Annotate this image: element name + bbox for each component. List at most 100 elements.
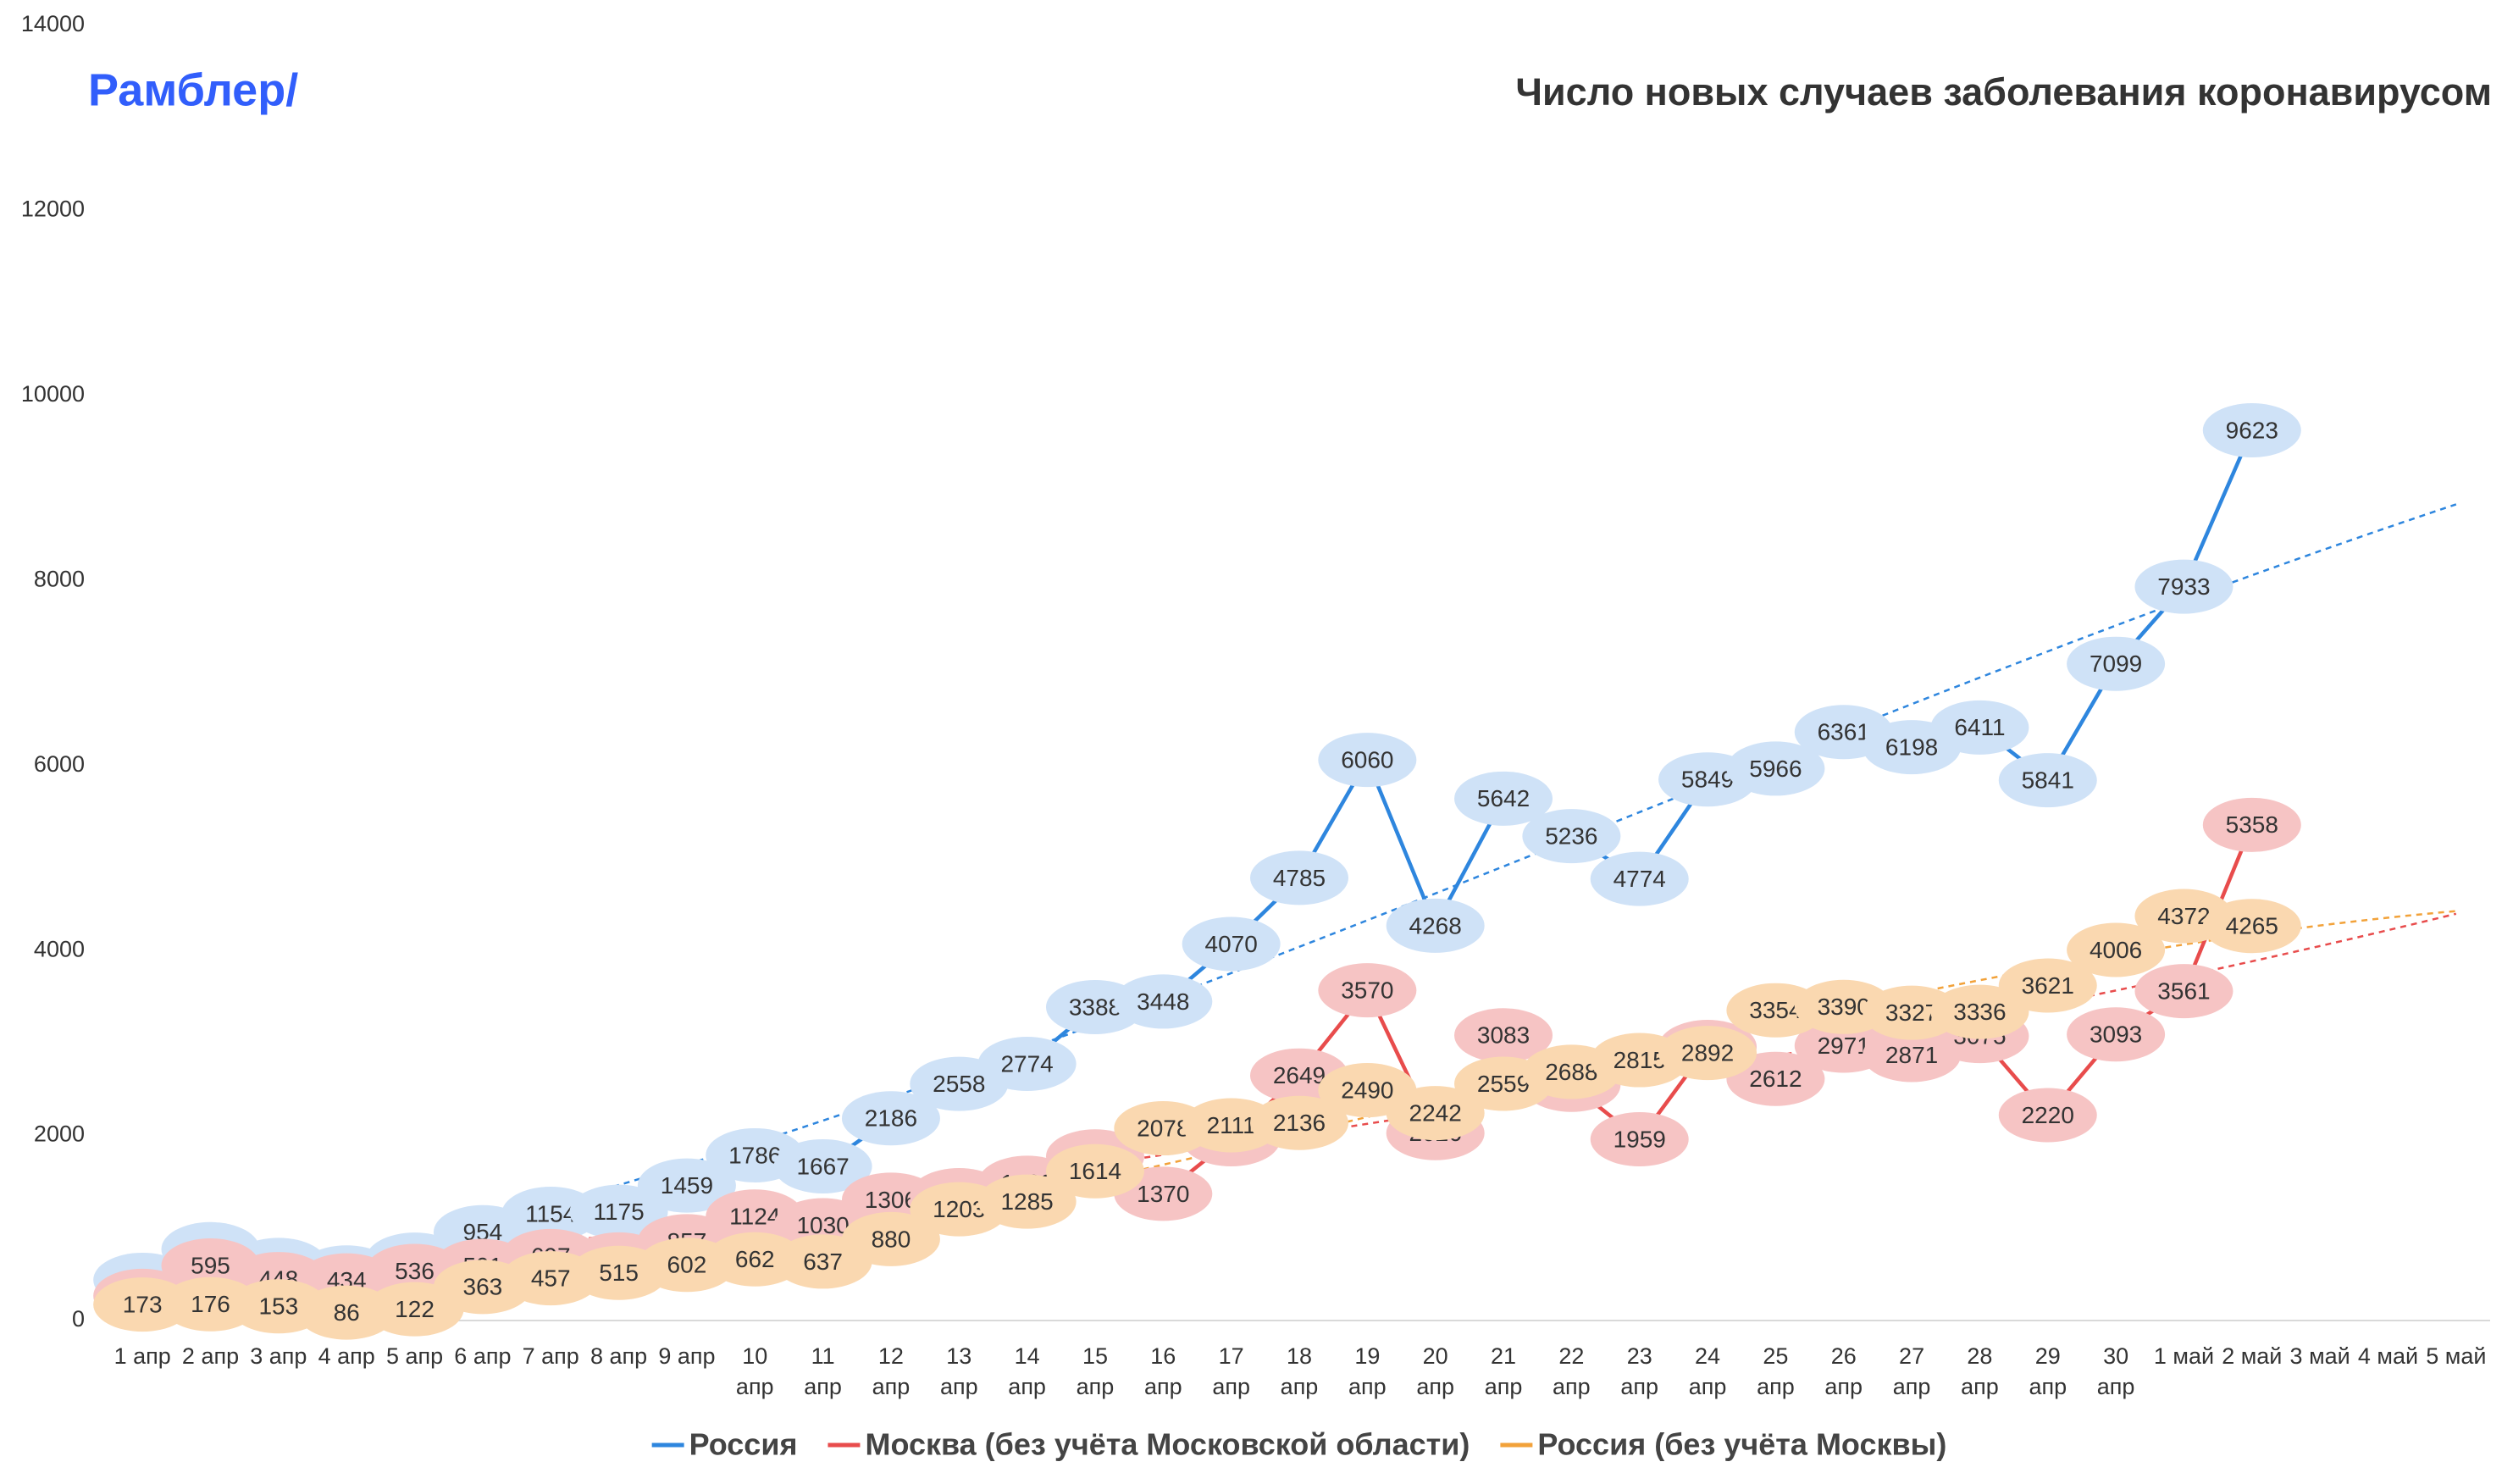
data-label: 3336	[1953, 999, 2006, 1025]
data-label-bubble	[637, 1158, 736, 1213]
x-tick-label: 29 апр	[2029, 1343, 2067, 1399]
data-label: 602	[667, 1252, 707, 1278]
data-label: 363	[463, 1274, 503, 1300]
x-tick-label: 8 апр	[590, 1343, 647, 1369]
data-label: 5358	[2226, 811, 2278, 838]
data-label: 173	[123, 1291, 163, 1317]
data-label-bubble	[1045, 1143, 1144, 1199]
data-label: 2815	[1614, 1047, 1666, 1073]
data-label: 515	[599, 1260, 639, 1286]
chart-title: Число новых случаев заболевания коронави…	[1515, 70, 2492, 114]
x-tick-label: 9 апр	[658, 1343, 715, 1369]
y-tick-label: 6000	[34, 751, 85, 777]
y-tick-label: 14000	[21, 11, 85, 36]
y-tick-label: 4000	[34, 936, 85, 961]
data-label: 4785	[1273, 865, 1326, 891]
data-label: 5966	[1749, 756, 1802, 782]
legend: Россия Москва (без учёта Московской облас…	[651, 1427, 1946, 1462]
data-label-bubble	[1318, 963, 1417, 1018]
x-tick-label: 5 май	[2426, 1343, 2486, 1369]
x-tick-label: 25 апр	[1757, 1343, 1795, 1399]
data-label: 4265	[2226, 913, 2278, 939]
data-label: 2892	[1681, 1040, 1734, 1066]
data-label: 2774	[1000, 1050, 1053, 1077]
data-label-bubble	[2134, 964, 2233, 1019]
data-label: 7099	[2090, 651, 2142, 677]
x-tick-label: 22 апр	[1553, 1343, 1591, 1399]
data-label: 1124	[729, 1204, 780, 1230]
data-label: 5642	[1477, 785, 1530, 811]
data-label-bubble	[1998, 753, 2097, 808]
x-tick-label: 5 апр	[386, 1343, 443, 1369]
x-tick-label: 4 май	[2358, 1343, 2418, 1369]
data-label: 637	[803, 1249, 843, 1275]
data-label: 3621	[2022, 972, 2074, 999]
data-label: 2490	[1341, 1077, 1393, 1103]
data-label: 153	[258, 1293, 298, 1320]
data-label: 2078	[1137, 1115, 1189, 1141]
data-label: 2871	[1885, 1042, 1938, 1068]
x-tick-label: 3 апр	[250, 1343, 307, 1369]
data-label: 1306	[865, 1187, 917, 1213]
data-label: 3354	[1749, 997, 1802, 1023]
x-tick-label: 28 апр	[1961, 1343, 1999, 1399]
data-label-bubble	[1998, 1088, 2097, 1143]
legend-label: Россия (без учёта Москвы)	[1537, 1427, 1946, 1462]
y-tick-label: 10000	[21, 381, 85, 407]
x-tick-label: 12 апр	[872, 1343, 911, 1399]
x-tick-label: 2 май	[2222, 1343, 2282, 1369]
x-tick-label: 23 апр	[1620, 1343, 1658, 1399]
data-label-bubble	[841, 1211, 940, 1266]
data-label: 2111	[1207, 1112, 1256, 1138]
data-label-bubble	[1863, 985, 1962, 1040]
data-label: 1614	[1069, 1158, 1121, 1184]
data-label: 4070	[1205, 931, 1258, 957]
data-label: 457	[531, 1265, 571, 1291]
data-label: 536	[395, 1258, 435, 1284]
x-tick-label: 6 апр	[454, 1343, 511, 1369]
data-label-bubble	[2067, 636, 2166, 691]
data-label: 595	[191, 1252, 230, 1278]
data-label: 1370	[1137, 1181, 1189, 1207]
brand-logo: Рамблер/	[88, 64, 298, 115]
data-label: 9623	[2226, 417, 2278, 443]
data-label: 86	[334, 1299, 360, 1326]
data-label: 1459	[661, 1172, 713, 1199]
x-tick-label: 20 апр	[1416, 1343, 1454, 1399]
data-label: 1175	[593, 1199, 644, 1225]
data-label-bubble	[1590, 851, 1689, 906]
x-tick-label: 24 апр	[1689, 1343, 1727, 1399]
data-label: 2136	[1273, 1110, 1326, 1136]
data-label-bubble	[841, 1091, 940, 1146]
data-label-bubble	[1998, 958, 2097, 1013]
data-label: 1285	[1000, 1188, 1053, 1215]
data-label-bubble	[1318, 733, 1417, 788]
data-label: 4372	[2157, 903, 2210, 929]
data-label: 3390	[1818, 994, 1870, 1020]
data-label: 5841	[2022, 767, 2074, 793]
x-tick-label: 2 апр	[182, 1343, 239, 1369]
data-label-bubble	[1930, 984, 2029, 1039]
y-tick-label: 2000	[34, 1121, 85, 1147]
x-tick-label: 14 апр	[1008, 1343, 1046, 1399]
data-label-bubble	[1250, 1095, 1348, 1150]
x-tick-label: 1 май	[2154, 1343, 2214, 1369]
data-label: 2649	[1273, 1062, 1326, 1088]
data-label: 2186	[865, 1105, 917, 1132]
x-tick-label: 17 апр	[1212, 1343, 1250, 1399]
legend-label: Москва (без учёта Московской области)	[865, 1427, 1470, 1462]
data-label: 5849	[1681, 767, 1734, 793]
data-label-bubble	[569, 1184, 668, 1239]
data-label: 1667	[796, 1153, 849, 1179]
x-tick-label: 11 апр	[804, 1343, 842, 1399]
trendline	[141, 503, 2457, 1301]
data-label-bubble	[977, 1174, 1077, 1229]
x-tick-label: 21 апр	[1485, 1343, 1523, 1399]
data-label: 662	[735, 1246, 775, 1272]
data-label: 4268	[1409, 912, 1462, 939]
data-label: 6361	[1818, 719, 1870, 745]
data-label: 1154	[525, 1200, 576, 1227]
data-label-bubble	[1590, 1112, 1689, 1167]
data-label-bubble	[2134, 559, 2233, 614]
x-tick-label: 10 апр	[736, 1343, 774, 1399]
